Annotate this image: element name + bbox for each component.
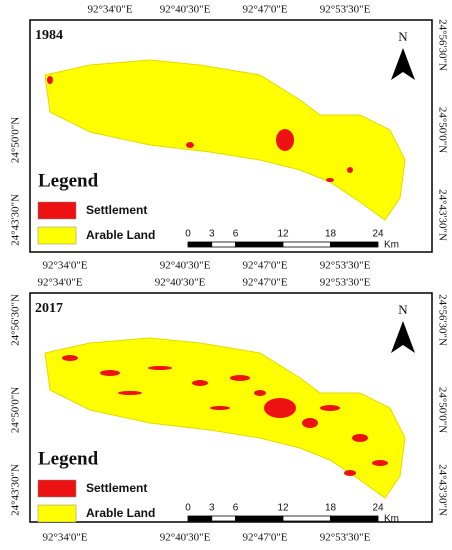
legend-title: Legend (38, 448, 99, 469)
settlement-patch (210, 406, 230, 410)
study-area (44, 59, 406, 221)
settlement-patch (62, 355, 78, 361)
scale-segment (211, 241, 236, 248)
settlement-patch (148, 366, 172, 370)
scale-label: 18 (325, 229, 337, 240)
latitude-label: 24°56'30"N (436, 19, 448, 71)
legend-label: Arable Land (86, 228, 155, 242)
scale-label: 12 (277, 229, 289, 240)
scale-unit: Km (384, 240, 399, 251)
longitude-label: 92°53'30"E (320, 4, 371, 16)
legend-label: Arable Land (86, 506, 155, 520)
settlement-patch (230, 375, 250, 381)
scale-label: 6 (233, 503, 239, 514)
legend-swatch (37, 479, 77, 498)
longitude-label: 92°47'0"E (242, 532, 287, 544)
scale-label: 3 (209, 229, 215, 240)
scale-segment (187, 241, 213, 248)
north-label: N (398, 29, 408, 44)
latitude-label: 24°50'0"N (10, 117, 22, 163)
longitude-label: 92°40'30"E (160, 4, 211, 16)
north-arrow (391, 321, 415, 353)
settlement-patch (352, 434, 368, 442)
legend-label: Settlement (86, 203, 147, 217)
settlement-patch (347, 167, 353, 173)
settlement-patch (192, 380, 208, 386)
settlement-patch (320, 405, 340, 411)
year-label: 1984 (35, 28, 63, 43)
longitude-label: 92°34'0"E (42, 532, 87, 544)
year-label: 2017 (35, 301, 63, 316)
north-arrow (391, 48, 415, 80)
settlement-patch (254, 390, 266, 396)
scale-label: 0 (185, 503, 191, 514)
scale-label: 3 (209, 503, 215, 514)
settlement-patch (264, 398, 296, 418)
scale-segment (235, 515, 284, 522)
longitude-label: 92°47'0"E (242, 277, 287, 289)
longitude-label: 92°34'0"E (87, 4, 132, 16)
settlement-patch (326, 178, 334, 182)
settlement-patch (186, 142, 194, 148)
longitude-label: 92°53'30"E (320, 532, 371, 544)
settlement-patch (100, 370, 120, 376)
longitude-label: 92°40'30"E (160, 532, 211, 544)
scale-label: 18 (325, 503, 337, 514)
latitude-label: 24°43'30"N (10, 194, 22, 246)
scale-label: 12 (277, 503, 289, 514)
latitude-label: 24°50'0"N (436, 107, 448, 153)
longitude-label: 92°34'0"E (42, 260, 87, 272)
scale-segment (330, 241, 379, 248)
latitude-label: 24°56'30"N (10, 294, 22, 346)
latitude-label: 24°50'0"N (436, 387, 448, 433)
scale-label: 6 (233, 229, 239, 240)
latitude-label: 24°56'30"N (436, 294, 448, 346)
scale-segment (235, 241, 284, 248)
longitude-label: 92°40'30"E (160, 260, 211, 272)
scale-segment (187, 515, 213, 522)
latitude-label: 24°43'30"N (436, 464, 448, 516)
scale-unit: Km (384, 514, 399, 525)
legend-label: Settlement (86, 481, 147, 495)
legend-swatch (37, 201, 77, 220)
scale-segment (330, 515, 379, 522)
settlement-patch (344, 470, 356, 476)
settlement-patch (118, 391, 142, 395)
scale-label: 0 (185, 229, 191, 240)
latitude-label: 24°43'30"N (10, 464, 22, 516)
legend-swatch (37, 504, 77, 523)
longitude-label: 92°40'30"E (155, 277, 206, 289)
longitude-label: 92°53'30"E (320, 260, 371, 272)
longitude-label: 92°34'0"E (37, 277, 82, 289)
longitude-label: 92°47'0"E (242, 4, 287, 16)
study-area (44, 337, 406, 499)
settlement-patch (276, 129, 294, 151)
legend-swatch (37, 226, 77, 245)
settlement-patch (302, 418, 318, 428)
legend-title: Legend (38, 170, 99, 191)
scale-segment (282, 515, 331, 522)
latitude-label: 24°50'0"N (10, 387, 22, 433)
scale-label: 24 (372, 503, 384, 514)
north-label: N (398, 302, 408, 317)
settlement-patch (372, 460, 388, 466)
longitude-label: 92°53'30"E (320, 277, 371, 289)
settlement-patch (47, 76, 53, 84)
latitude-label: 24°43'30"N (436, 189, 448, 241)
longitude-label: 92°47'0"E (242, 260, 287, 272)
scale-segment (211, 515, 236, 522)
scale-segment (282, 241, 331, 248)
scale-label: 24 (372, 229, 384, 240)
